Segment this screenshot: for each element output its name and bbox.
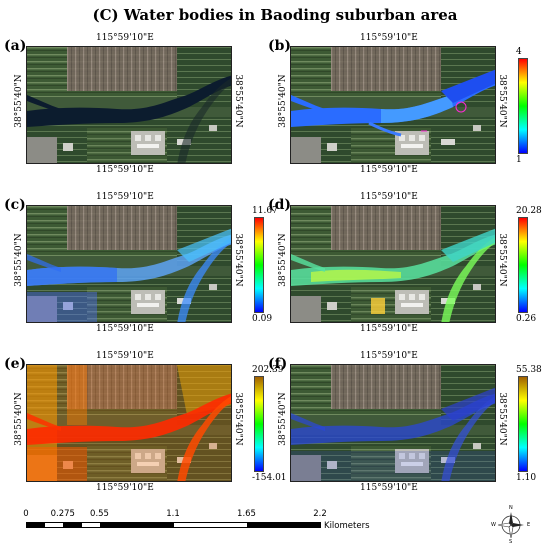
latitude-label-right: 38°55'40"N bbox=[233, 392, 243, 446]
latitude-label-left: 38°55'40"N bbox=[14, 392, 24, 446]
latitude-label-left: 38°55'40"N bbox=[14, 233, 24, 287]
longitude-label-bottom: 115°59'10"E bbox=[96, 165, 154, 175]
map-panel-5 bbox=[26, 364, 232, 482]
map-panel-1 bbox=[26, 46, 232, 164]
scale-bar-tick-label: 0.275 bbox=[50, 509, 75, 519]
latitude-label-right: 38°55'40"N bbox=[233, 233, 243, 287]
colorbar bbox=[518, 58, 528, 154]
longitude-label-top: 115°59'10"E bbox=[96, 33, 154, 43]
scale-bar-unit: Kilometers bbox=[324, 521, 370, 531]
scale-bar-segment bbox=[173, 522, 248, 528]
colorbar bbox=[518, 217, 528, 313]
colorbar bbox=[254, 376, 264, 472]
scale-bar-tick-label: 0.55 bbox=[90, 509, 109, 519]
map-panel-6 bbox=[290, 364, 496, 482]
latitude-label-left: 38°55'40"N bbox=[14, 74, 24, 128]
panel-label: (b) bbox=[268, 38, 292, 54]
figure-title: (C) Water bodies in Baoding suburban are… bbox=[92, 6, 458, 24]
scale-bar-segment bbox=[44, 522, 64, 528]
colorbar-min-label: 0.26 bbox=[516, 314, 537, 324]
latitude-label-left: 38°55'40"N bbox=[278, 392, 288, 446]
panel-label: (e) bbox=[4, 356, 27, 372]
colorbar bbox=[518, 376, 528, 472]
longitude-label-top: 115°59'10"E bbox=[360, 33, 418, 43]
colorbar-max-label: 11.67 bbox=[252, 206, 278, 216]
scale-bar-tick-label: 1.1 bbox=[166, 509, 180, 519]
compass-w: W bbox=[491, 522, 496, 528]
latitude-label-right: 38°55'40"N bbox=[497, 233, 507, 287]
colorbar-min-label: 1 bbox=[516, 155, 522, 165]
latitude-label-right: 38°55'40"N bbox=[497, 392, 507, 446]
colorbar-max-label: 4 bbox=[516, 47, 522, 57]
longitude-label-bottom: 115°59'10"E bbox=[360, 324, 418, 334]
longitude-label-bottom: 115°59'10"E bbox=[96, 324, 154, 334]
scale-bar-segment bbox=[26, 522, 46, 528]
colorbar-max-label: 55.38 bbox=[516, 365, 542, 375]
colorbar-max-label: 20.28 bbox=[516, 206, 542, 216]
compass-n: N bbox=[509, 505, 513, 511]
longitude-label-top: 115°59'10"E bbox=[360, 351, 418, 361]
compass-rose-icon: N S W E bbox=[491, 505, 531, 545]
panel-label: (d) bbox=[268, 197, 292, 213]
scale-bar-segment bbox=[246, 522, 321, 528]
colorbar-max-label: 202.39 bbox=[252, 365, 284, 375]
scale-bar-segment bbox=[81, 522, 101, 528]
panel-label: (a) bbox=[4, 38, 27, 54]
map-panel-3 bbox=[26, 205, 232, 323]
colorbar-min-label: -154.01 bbox=[252, 473, 287, 483]
latitude-label-right: 38°55'40"N bbox=[233, 74, 243, 128]
scale-bar-segment bbox=[62, 522, 83, 528]
scale-bar-tick-label: 1.65 bbox=[237, 509, 256, 519]
colorbar-min-label: 1.10 bbox=[516, 473, 537, 483]
colorbar-min-label: 0.09 bbox=[252, 314, 273, 324]
latitude-label-right: 38°55'40"N bbox=[497, 74, 507, 128]
longitude-label-top: 115°59'10"E bbox=[96, 192, 154, 202]
panel-label: (f) bbox=[268, 356, 288, 372]
compass-s: S bbox=[509, 539, 513, 545]
scale-bar-tick-label: 0 bbox=[23, 509, 29, 519]
scale-bar-tick-label: 2.2 bbox=[313, 509, 327, 519]
longitude-label-bottom: 115°59'10"E bbox=[96, 483, 154, 493]
longitude-label-top: 115°59'10"E bbox=[96, 351, 154, 361]
latitude-label-left: 38°55'40"N bbox=[278, 233, 288, 287]
latitude-label-left: 38°55'40"N bbox=[278, 74, 288, 128]
map-panel-2 bbox=[290, 46, 496, 164]
longitude-label-top: 115°59'10"E bbox=[360, 192, 418, 202]
longitude-label-bottom: 115°59'10"E bbox=[360, 165, 418, 175]
scale-bar bbox=[26, 522, 321, 528]
scale-bar-segment bbox=[99, 522, 174, 528]
compass-e: E bbox=[527, 522, 531, 528]
map-panel-4 bbox=[290, 205, 496, 323]
panel-label: (c) bbox=[4, 197, 26, 213]
longitude-label-bottom: 115°59'10"E bbox=[360, 483, 418, 493]
colorbar bbox=[254, 217, 264, 313]
